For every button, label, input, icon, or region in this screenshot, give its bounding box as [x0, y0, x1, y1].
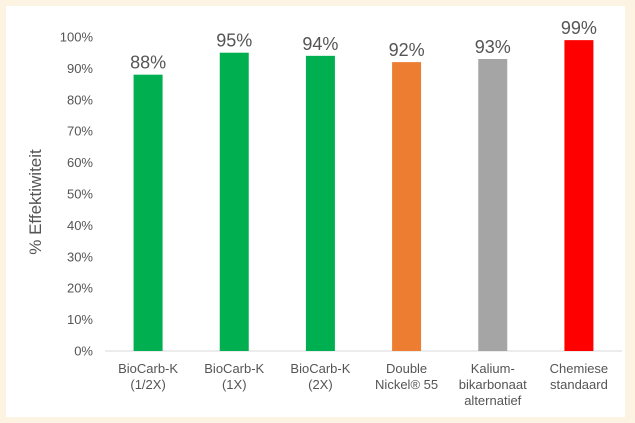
value-label: 93%	[475, 37, 511, 57]
y-tick-label: 100%	[60, 30, 94, 45]
category-label-line: Chemiese	[550, 361, 609, 376]
bar	[305, 55, 335, 352]
bar	[478, 58, 508, 351]
value-label: 99%	[561, 18, 597, 38]
y-tick-label: 30%	[67, 249, 93, 264]
category-label-line: Kalium-	[471, 361, 515, 376]
category-label-line: Nickel® 55	[375, 377, 438, 392]
y-tick-label: 70%	[67, 124, 93, 139]
value-label: 95%	[216, 31, 252, 51]
y-tick-label: 0%	[74, 344, 93, 359]
category-label: Chemiese standaard	[550, 361, 609, 392]
category-label-line: bikarbonaat	[459, 377, 527, 392]
value-label: 88%	[130, 53, 166, 73]
y-tick-label: 60%	[67, 155, 93, 170]
category-label-line: BioCarb-K	[118, 361, 178, 376]
category-label: BioCarb-K (2X)	[290, 361, 350, 392]
bar	[219, 52, 249, 351]
category-label-line: (1X)	[222, 377, 247, 392]
value-labels: 88% 95% 94% 92% 93% 99%	[130, 18, 597, 73]
value-label: 92%	[389, 40, 425, 60]
category-label-line: standaard	[550, 377, 608, 392]
y-tick-label: 10%	[67, 312, 93, 327]
bars	[133, 40, 594, 352]
y-tick-label: 90%	[67, 61, 93, 76]
y-tick-label: 50%	[67, 187, 93, 202]
bar	[564, 40, 594, 351]
y-axis-title: % Effektiwiteit	[26, 149, 45, 255]
category-label-line: Double	[386, 361, 427, 376]
category-label-line: alternatief	[464, 393, 521, 408]
value-label: 94%	[302, 34, 338, 54]
y-axis-ticks: 0% 10% 20% 30% 40% 50% 60% 70% 80% 90% 100%	[60, 30, 94, 359]
category-label-line: BioCarb-K	[290, 361, 350, 376]
category-label: BioCarb-K (1X)	[204, 361, 264, 392]
category-label-line: (1/2X)	[130, 377, 165, 392]
category-labels: BioCarb-K (1/2X)BioCarb-K (1X)BioCarb-K (2X…	[118, 361, 608, 408]
category-label-line: BioCarb-K	[204, 361, 264, 376]
y-tick-label: 40%	[67, 218, 93, 233]
category-label: BioCarb-K (1/2X)	[118, 361, 178, 392]
bar	[133, 74, 163, 352]
category-label: Double Nickel® 55	[375, 361, 438, 392]
category-label: Kalium-bikarbonaat alternatief	[459, 361, 527, 408]
y-tick-label: 20%	[67, 281, 93, 296]
y-tick-label: 80%	[67, 92, 93, 107]
bar	[392, 62, 422, 352]
category-label-line: (2X)	[308, 377, 333, 392]
